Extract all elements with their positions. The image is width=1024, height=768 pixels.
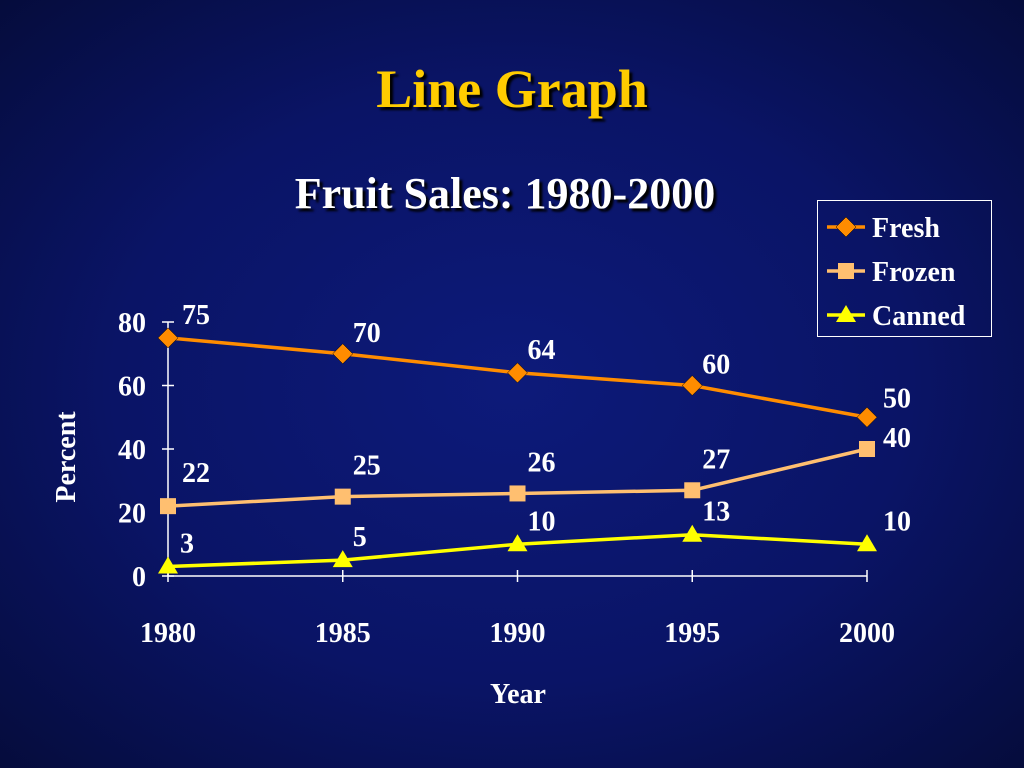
data-point-fresh	[157, 327, 179, 349]
legend-label-frozen: Frozen	[872, 257, 956, 288]
legend-swatch-canned	[836, 305, 856, 322]
legend-swatch-fresh	[835, 216, 857, 238]
legend	[817, 200, 992, 337]
chart-title: Fruit Sales: 1980-2000	[294, 169, 716, 218]
y-tick-label: 0	[132, 562, 146, 593]
data-point-frozen	[334, 488, 351, 505]
data-label-fresh: 75	[182, 300, 210, 331]
legend-swatch-frozen	[838, 263, 854, 279]
markers	[157, 327, 878, 574]
y-tick-label: 40	[118, 435, 146, 466]
data-point-frozen	[160, 498, 176, 515]
y-axis-label: Percent	[51, 411, 82, 503]
data-label-frozen: 27	[702, 444, 730, 475]
x-tick-label: 1985	[315, 618, 371, 649]
data-label-frozen: 22	[182, 458, 210, 489]
data-label-fresh: 50	[883, 383, 911, 414]
data-point-canned	[857, 534, 877, 552]
data-point-canned	[682, 524, 703, 542]
legend-entries: Fresh Frozen Canned	[827, 213, 966, 332]
data-point-fresh	[681, 375, 703, 396]
x-tick-label: 1990	[490, 618, 546, 649]
data-point-canned	[332, 550, 353, 568]
data-label-fresh: 64	[528, 335, 556, 366]
y-tick-label: 60	[118, 372, 146, 403]
y-tick-label: 80	[118, 308, 146, 339]
legend-label-canned: Canned	[872, 301, 966, 332]
x-axis-label: Year	[490, 679, 546, 710]
data-point-fresh	[332, 343, 354, 365]
data-point-canned	[158, 556, 178, 574]
x-tick-label: 2000	[839, 618, 895, 649]
data-point-frozen	[859, 441, 875, 457]
data-label-fresh: 70	[353, 318, 381, 349]
data-label-canned: 10	[883, 506, 911, 537]
data-point-fresh	[507, 362, 528, 384]
x-tick-label: 1980	[140, 618, 196, 649]
slide-title: Line Graph	[376, 59, 648, 119]
axes: 0 20 40 60 80 1980 1985 1990 1995 2000	[118, 308, 895, 649]
data-labels: 75 70 64 60 50 22 25 26 27 40 3 5 10 13 10	[180, 300, 911, 560]
data-label-canned: 3	[180, 528, 194, 559]
data-label-frozen: 40	[883, 423, 911, 454]
data-point-canned	[507, 534, 528, 552]
data-label-canned: 10	[528, 506, 556, 537]
legend-label-fresh: Fresh	[872, 213, 940, 244]
data-point-frozen	[509, 485, 526, 502]
data-label-fresh: 60	[702, 350, 730, 381]
x-tick-label: 1995	[664, 618, 720, 649]
data-point-frozen	[684, 482, 701, 499]
data-label-frozen: 26	[528, 447, 556, 478]
data-label-canned: 5	[353, 522, 367, 553]
data-label-canned: 13	[702, 497, 730, 528]
data-label-frozen: 25	[353, 451, 381, 482]
data-point-fresh	[856, 406, 878, 428]
y-tick-label: 20	[118, 499, 146, 530]
